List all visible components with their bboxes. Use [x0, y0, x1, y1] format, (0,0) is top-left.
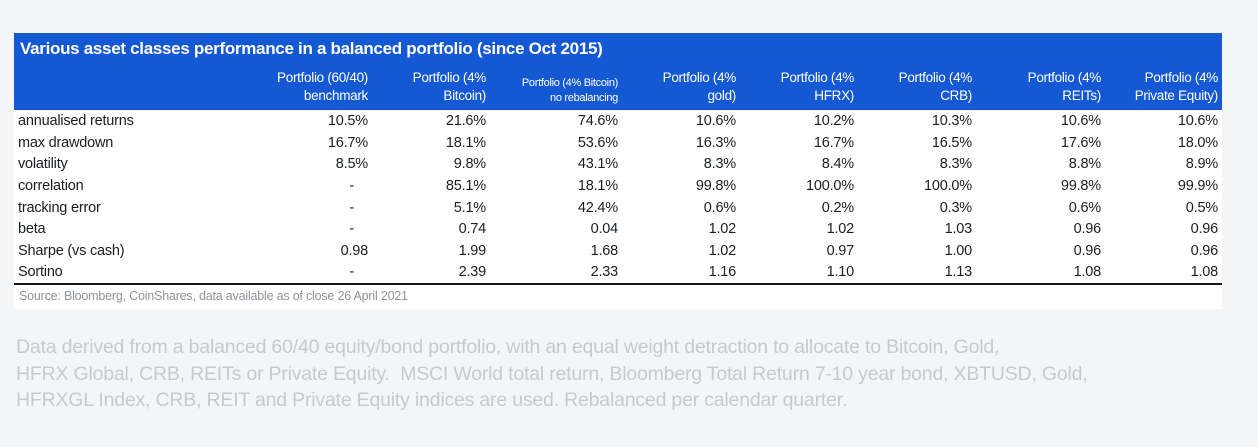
footnote-line: HFRX Global, CRB, REITs or Private Equit… [16, 362, 1088, 385]
column-header: Portfolio (4% HFRX) [740, 64, 858, 110]
row-label: correlation [18, 177, 84, 194]
data-cell: 1.02 [826, 221, 855, 238]
row-label: max drawdown [18, 134, 114, 151]
data-cell: 2.33 [590, 264, 619, 281]
data-cell: 16.7% [813, 134, 854, 151]
data-cell: 42.4% [577, 199, 618, 216]
row-label: Sortino [18, 264, 63, 281]
footnote-text: Data derived from a balanced 60/40 equit… [16, 334, 1228, 414]
column-header: Portfolio (4% gold) [622, 64, 740, 110]
data-cell: - [349, 177, 354, 194]
data-cell: 21.6% [445, 112, 486, 129]
data-cell: 1.00 [944, 242, 973, 259]
column-header: Portfolio (4% Private Equity) [1105, 64, 1222, 110]
data-cell: 0.96 [1073, 242, 1102, 259]
data-cell: 1.16 [708, 264, 737, 281]
data-cell: 0.96 [1190, 242, 1219, 259]
column-header: Portfolio (4% Bitcoin) [372, 64, 490, 110]
data-cell: 0.96 [1190, 221, 1219, 238]
data-cell: 100.0% [924, 177, 972, 194]
table-title: Various asset classes performance in a b… [14, 33, 1222, 64]
data-cell: 100.0% [806, 177, 854, 194]
data-cell: 10.6% [1060, 112, 1101, 129]
data-cell: 0.6% [1068, 199, 1101, 216]
data-cell: 1.02 [708, 242, 737, 259]
data-cell: 43.1% [577, 156, 618, 173]
data-cell: 1.68 [590, 242, 619, 259]
data-cell: 10.6% [1177, 112, 1218, 129]
row-label: Sharpe (vs cash) [18, 242, 125, 259]
data-cell: 0.3% [939, 199, 972, 216]
data-cell: 16.3% [695, 134, 736, 151]
data-cell: 0.97 [826, 242, 855, 259]
table-row: max drawdown 16.7% 18.1% 53.6% 16.3% 16.7% 16.… [14, 132, 1222, 154]
data-cell: 18.0% [1177, 134, 1218, 151]
table-row: correlation - 85.1% 18.1% 99.8% 100.0% 100.0% 9… [14, 175, 1222, 197]
column-header-empty [14, 64, 252, 110]
row-label: tracking error [18, 199, 101, 216]
data-cell: 8.3% [703, 156, 736, 173]
table-row: volatility 8.5% 9.8% 43.1% 8.3% 8.4% 8.3% 8.8% 8… [14, 153, 1222, 175]
table-row: beta - 0.74 0.04 1.02 1.02 1.03 0.96 0.96 [14, 218, 1222, 240]
data-cell: 10.6% [695, 112, 736, 129]
data-cell: 5.1% [453, 199, 486, 216]
data-cell: 8.4% [821, 156, 854, 173]
data-cell: 1.10 [826, 264, 855, 281]
data-cell: 0.5% [1185, 199, 1218, 216]
data-cell: 1.08 [1190, 264, 1219, 281]
table-row: Sharpe (vs cash) 0.98 1.99 1.68 1.02 0.97 1.00… [14, 240, 1222, 262]
data-cell: 10.5% [327, 112, 368, 129]
data-cell: 9.8% [453, 156, 486, 173]
data-cell: 8.3% [939, 156, 972, 173]
row-label: beta [18, 221, 46, 238]
row-label: annualised returns [18, 112, 134, 129]
table-row: annualised returns 10.5% 21.6% 74.6% 10.6% 10… [14, 110, 1222, 132]
data-cell: 16.5% [931, 134, 972, 151]
data-cell: 99.8% [695, 177, 736, 194]
data-cell: 1.02 [708, 221, 737, 238]
data-cell: 1.03 [944, 221, 973, 238]
data-cell: 18.1% [445, 134, 486, 151]
data-cell: 1.08 [1073, 264, 1102, 281]
data-cell: 0.2% [821, 199, 854, 216]
footnote-line: Data derived from a balanced 60/40 equit… [16, 336, 1000, 358]
data-cell: 1.99 [458, 242, 487, 259]
table-row: tracking error - 5.1% 42.4% 0.6% 0.2% 0.3% 0.6%… [14, 197, 1222, 219]
data-cell: 16.7% [327, 134, 368, 151]
performance-table-card: Various asset classes performance in a b… [14, 33, 1222, 309]
column-header: Portfolio (4% CRB) [858, 64, 976, 110]
performance-table: Portfolio (60/40) benchmark Portfolio (4%… [14, 64, 1222, 285]
data-cell: 99.8% [1060, 177, 1101, 194]
data-cell: 53.6% [577, 134, 618, 151]
column-header: Portfolio (4% Bitcoin) no rebalancing [490, 64, 622, 110]
data-cell: 99.9% [1177, 177, 1218, 194]
data-cell: 17.6% [1060, 134, 1101, 151]
data-cell: 74.6% [577, 112, 618, 129]
data-cell: 0.96 [1073, 221, 1102, 238]
data-cell: 18.1% [577, 177, 618, 194]
table-row: Sortino - 2.39 2.33 1.16 1.10 1.13 1.08 1.08 [14, 262, 1222, 284]
column-header: Portfolio (4% REITs) [976, 64, 1105, 110]
data-cell: - [349, 221, 354, 238]
footnote-line: HFRXGL Index, CRB, REIT and Private Equi… [16, 389, 848, 411]
source-note: Source: Bloomberg, CoinShares, data avai… [19, 288, 408, 303]
data-cell: 85.1% [445, 177, 486, 194]
data-cell: 1.13 [944, 264, 973, 281]
data-cell: 2.39 [458, 264, 487, 281]
data-cell: 0.04 [590, 221, 619, 238]
data-cell: 10.3% [931, 112, 972, 129]
data-cell: - [349, 199, 354, 216]
data-cell: - [349, 264, 354, 281]
data-cell: 0.6% [703, 199, 736, 216]
row-label: volatility [18, 156, 68, 173]
table-body: annualised returns 10.5% 21.6% 74.6% 10.6% 10… [14, 110, 1222, 284]
data-cell: 8.5% [335, 156, 368, 173]
data-cell: 0.98 [340, 242, 369, 259]
column-header: Portfolio (60/40) benchmark [252, 64, 372, 110]
data-cell: 8.9% [1185, 156, 1218, 173]
data-cell: 0.74 [458, 221, 487, 238]
data-cell: 8.8% [1068, 156, 1101, 173]
table-header-row: Portfolio (60/40) benchmark Portfolio (4%… [14, 64, 1222, 110]
data-cell: 10.2% [813, 112, 854, 129]
